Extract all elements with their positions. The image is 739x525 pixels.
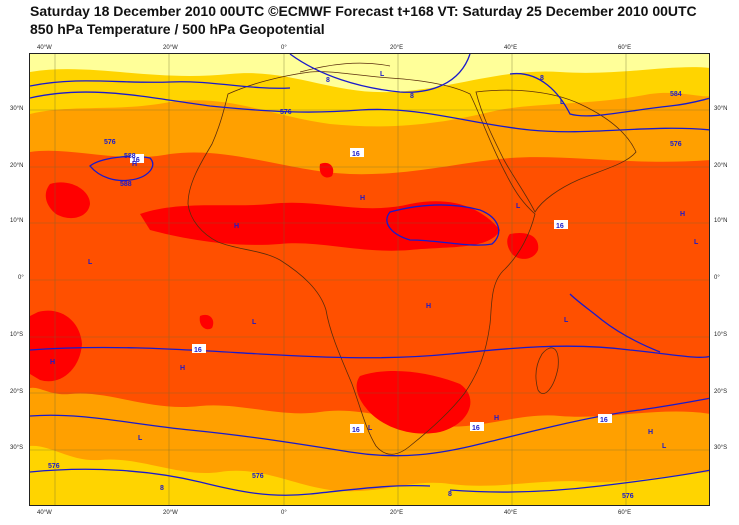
lon-tick-bottom: 0° [281, 510, 287, 516]
lon-tick-bottom: 40°W [37, 510, 52, 516]
high-marker: H [494, 415, 499, 422]
high-marker: H [360, 195, 365, 202]
lon-tick-top: 20°W [163, 45, 178, 51]
low-marker: L [380, 71, 385, 78]
contour-label: 16 [472, 425, 480, 432]
chart-title-line2: 850 hPa Temperature / 500 hPa Geopotenti… [30, 21, 325, 37]
lat-tick-right: 10°S [714, 332, 728, 338]
contour-label: 576 [48, 463, 60, 470]
high-marker: H [426, 303, 431, 310]
low-marker: L [662, 443, 667, 450]
contour-label: 16 [194, 347, 202, 354]
warm-patch [199, 314, 214, 330]
contour-label: 588 [124, 153, 136, 160]
contour-label: 8 [410, 93, 414, 100]
contour-label: 8 [448, 491, 452, 498]
lat-tick-left: 20°N [10, 163, 24, 169]
forecast-map: 16 16 16 16 16 16 16 576 576 576 576 576… [30, 54, 709, 505]
africa-coastline [187, 71, 536, 455]
contour-label: 16 [600, 417, 608, 424]
high-marker: H [680, 211, 685, 218]
low-marker: L [88, 259, 93, 266]
low-marker: L [138, 435, 143, 442]
high-marker: H [180, 365, 185, 372]
contour-label: 588 [120, 181, 132, 188]
low-marker: L [368, 425, 373, 432]
lat-tick-right: 30°N [714, 106, 728, 112]
contour-label: 16 [352, 427, 360, 434]
lon-tick-bottom: 40°E [504, 510, 518, 516]
mediterranean-coastline [299, 62, 391, 73]
contour-label: 16 [132, 157, 140, 164]
map-panel: 16 16 16 16 16 16 16 576 576 576 576 576… [29, 53, 710, 506]
chart-title-line1: Saturday 18 December 2010 00UTC ©ECMWF F… [30, 3, 697, 19]
geopotential-contours [30, 54, 709, 496]
lat-tick-right: 30°S [714, 445, 728, 451]
lat-tick-left: 30°S [10, 445, 24, 451]
lon-tick-top: 60°E [618, 45, 632, 51]
low-marker: L [694, 239, 699, 246]
low-marker: L [516, 203, 521, 210]
arabia-coastline [475, 89, 637, 213]
lon-tick-bottom: 20°E [390, 510, 404, 516]
lat-tick-right: 10°N [714, 218, 728, 224]
lon-tick-bottom: 20°W [163, 510, 178, 516]
pressure-centres: H H H H H H H H H L L L L L L L L L L [50, 71, 699, 450]
contour-label: 576 [622, 493, 634, 500]
lat-tick-left: 10°S [10, 332, 24, 338]
lat-tick-left: 30°N [10, 106, 24, 112]
contour-label: 576 [280, 109, 292, 116]
lat-tick-right: 0° [714, 275, 720, 281]
lat-tick-left: 20°S [10, 389, 24, 395]
lon-tick-top: 40°E [504, 45, 518, 51]
warm-core-south-atlantic [30, 310, 82, 382]
lon-tick-top: 20°E [390, 45, 404, 51]
contour-label: 576 [252, 473, 264, 480]
high-marker: H [50, 359, 55, 366]
high-marker: H [234, 223, 239, 230]
lat-tick-right: 20°N [714, 163, 728, 169]
contour-label: 8 [160, 485, 164, 492]
contour-label: 576 [670, 141, 682, 148]
contour-label: 576 [104, 139, 116, 146]
low-marker: L [560, 99, 565, 106]
lon-tick-top: 40°W [37, 45, 52, 51]
low-marker: L [564, 317, 569, 324]
high-marker: H [132, 161, 137, 168]
contour-label: 8 [540, 75, 544, 82]
madagascar-coastline [535, 347, 559, 394]
contour-labels: 16 16 16 16 16 16 16 576 576 576 576 576… [48, 75, 682, 500]
contour-label: 584 [670, 91, 682, 98]
contour-label: 16 [556, 223, 564, 230]
lat-tick-left: 0° [18, 275, 24, 281]
lon-tick-top: 0° [281, 45, 287, 51]
warm-core-north [140, 201, 500, 251]
lon-tick-bottom: 60°E [618, 510, 632, 516]
contour-label: 16 [352, 151, 360, 158]
high-marker: H [648, 429, 653, 436]
warm-patch [319, 162, 334, 178]
contour-label: 8 [326, 77, 330, 84]
warm-core-atlantic [45, 182, 90, 219]
lat-tick-left: 10°N [10, 218, 24, 224]
low-marker: L [252, 319, 257, 326]
lat-tick-right: 20°S [714, 389, 728, 395]
